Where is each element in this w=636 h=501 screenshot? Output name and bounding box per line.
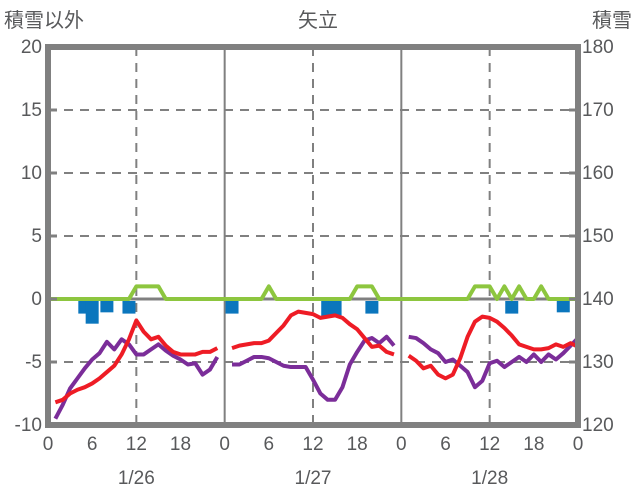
y-axis-right-tick: 140	[582, 289, 614, 310]
series-layer	[48, 284, 580, 420]
y-axis-left-tick: 15	[20, 100, 42, 121]
plot-frame	[45, 44, 581, 428]
y-axis-right-tick: 160	[582, 163, 614, 184]
y-axis-left-tick: -5	[25, 352, 42, 373]
x-axis-tick: 6	[440, 434, 451, 455]
x-axis-day-label: 1/27	[294, 468, 332, 489]
y-axis-left-tick: 0	[31, 289, 42, 310]
y-axis-right-tick: 170	[582, 100, 614, 121]
y-axis-right-tick: 130	[582, 352, 614, 373]
left-axis-title: 積雪以外	[4, 10, 84, 32]
x-axis-tick: 0	[396, 434, 407, 455]
x-axis-tick: 0	[42, 434, 54, 455]
right-axis-title: 積雪	[592, 10, 632, 32]
x-axis-tick: 18	[346, 434, 368, 455]
x-axis-tick: 6	[263, 434, 275, 455]
x-axis-day-label: 1/26	[117, 468, 155, 489]
x-axis-tick: 6	[86, 434, 98, 455]
x-axis-tick: 18	[523, 434, 545, 455]
x-axis-tick: 0	[572, 434, 584, 455]
y-axis-left-tick: 10	[20, 163, 42, 184]
y-axis-right-tick: 150	[582, 226, 614, 247]
x-axis-tick: 0	[219, 434, 230, 455]
gridlines	[48, 47, 578, 425]
y-axis-right-tick: 120	[582, 415, 614, 436]
x-axis-tick: 12	[302, 434, 324, 455]
y-axis-left-tick: -10	[14, 415, 42, 436]
x-axis-day-label: 1/28	[471, 468, 509, 489]
y-axis-left-tick: 5	[31, 226, 42, 247]
y-axis-right-tick: 180	[582, 37, 614, 58]
x-axis-tick: 12	[125, 434, 147, 455]
x-axis-tick: 18	[169, 434, 192, 455]
chart-title: 矢立	[298, 10, 338, 32]
y-axis-left-tick: 20	[20, 37, 42, 58]
x-axis-tick: 12	[479, 434, 501, 455]
